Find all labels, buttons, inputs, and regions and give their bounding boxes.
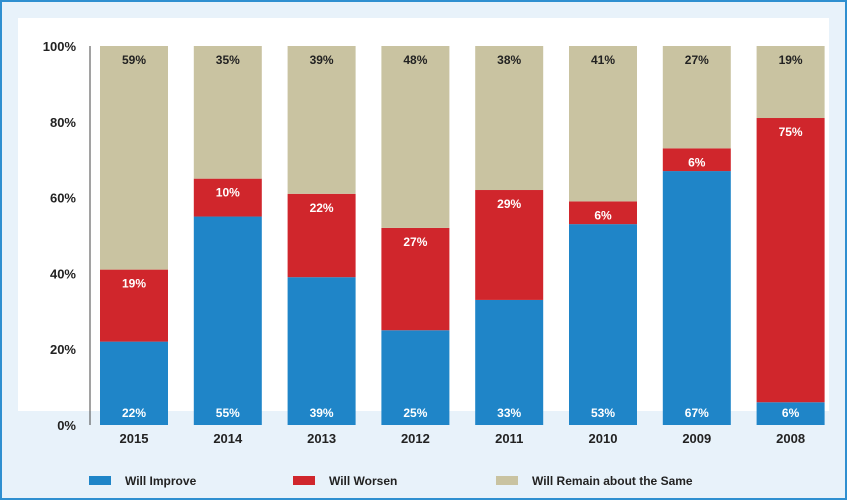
data-label: 22% — [310, 201, 334, 215]
bar-segment — [381, 46, 450, 228]
x-tick-label: 2010 — [589, 431, 618, 446]
y-tick-label: 100% — [43, 39, 77, 54]
bar-segment — [756, 118, 825, 403]
bar-segment — [100, 341, 168, 425]
data-label: 59% — [122, 53, 146, 67]
data-label: 33% — [497, 406, 521, 420]
data-label: 48% — [403, 53, 427, 67]
legend-swatch — [496, 476, 518, 485]
y-tick-label: 60% — [50, 191, 76, 206]
bar-segment — [475, 190, 544, 300]
bars-group: 22% 19% 59% 55% 10% 35% 39% 22% 39% 25% 27% 48% 33% 2… — [100, 46, 825, 425]
data-label: 53% — [591, 406, 615, 420]
bar-segment — [569, 224, 637, 425]
data-label: 10% — [216, 186, 240, 200]
bar-segment — [756, 46, 825, 119]
legend-label: Will Remain about the Same — [532, 474, 693, 488]
x-tick-label: 2015 — [120, 431, 149, 446]
bar-segment — [100, 269, 168, 342]
data-label: 27% — [403, 235, 427, 249]
x-tick-label: 2011 — [495, 431, 523, 446]
x-tick-label: 2012 — [401, 431, 430, 446]
data-label: 6% — [782, 406, 800, 420]
data-label: 35% — [216, 53, 240, 67]
x-tick-label: 2008 — [776, 431, 805, 446]
x-tick-label: 2014 — [213, 431, 243, 446]
data-label: 41% — [591, 53, 615, 67]
data-label: 6% — [688, 155, 706, 169]
bar-segment — [193, 216, 262, 425]
x-tick-label: 2013 — [307, 431, 336, 446]
legend: Will Improve Will Worsen Will Remain about… — [89, 474, 693, 488]
y-axis: 0% 20% 40% 60% 80% 100% — [43, 39, 77, 433]
data-label: 55% — [216, 406, 240, 420]
data-label: 6% — [594, 208, 612, 222]
bar-segment — [475, 299, 544, 425]
bar-segment — [756, 402, 825, 425]
bar-segment — [475, 46, 544, 191]
bar-segment — [569, 201, 637, 225]
bar-segment — [662, 46, 731, 149]
bar-segment — [381, 227, 450, 331]
bar-segment — [662, 171, 731, 425]
legend-label: Will Worsen — [329, 474, 397, 488]
data-label: 38% — [497, 53, 521, 67]
data-label: 22% — [122, 406, 146, 420]
bar-segment — [193, 178, 262, 217]
bar-segment — [381, 330, 450, 425]
y-tick-label: 40% — [50, 266, 76, 281]
bar-segment — [193, 46, 262, 179]
y-tick-label: 0% — [57, 418, 76, 433]
data-label: 19% — [779, 53, 803, 67]
data-label: 67% — [685, 406, 709, 420]
data-label: 19% — [122, 277, 146, 291]
bar-segment — [287, 46, 356, 194]
x-axis: 2015 2014 2013 2012 2011 2010 2009 2008 — [120, 431, 806, 446]
data-label: 75% — [779, 125, 803, 139]
data-label: 39% — [310, 406, 334, 420]
data-label: 29% — [497, 197, 521, 211]
legend-label: Will Improve — [125, 474, 197, 488]
y-tick-label: 80% — [50, 115, 76, 130]
data-label: 25% — [403, 406, 427, 420]
data-label: 39% — [310, 53, 334, 67]
bar-segment — [287, 193, 356, 278]
y-tick-label: 20% — [50, 342, 76, 357]
bar-segment — [287, 277, 356, 425]
bar-segment — [662, 148, 731, 172]
legend-swatch — [293, 476, 315, 485]
data-label: 27% — [685, 53, 709, 67]
x-tick-label: 2009 — [682, 431, 711, 446]
bar-segment — [569, 46, 637, 202]
legend-swatch — [89, 476, 111, 485]
bar-segment — [100, 46, 168, 270]
